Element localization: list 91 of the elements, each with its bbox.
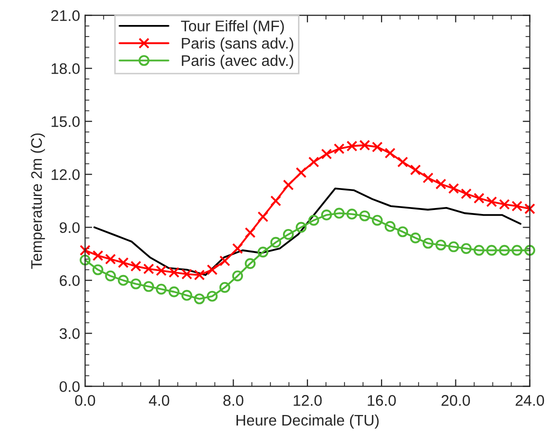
x-tick-label: 8.0 xyxy=(223,395,244,406)
point xyxy=(334,208,345,219)
point xyxy=(206,290,218,302)
point xyxy=(92,264,104,276)
point xyxy=(524,203,536,214)
point xyxy=(498,198,510,210)
point xyxy=(168,286,180,298)
point xyxy=(435,178,446,190)
x-tick-label: 20.0 xyxy=(442,395,470,406)
point xyxy=(359,210,370,222)
line-series xyxy=(93,188,522,276)
point xyxy=(410,232,421,244)
point xyxy=(384,148,396,159)
point xyxy=(194,293,205,304)
x-tick-label: 4.0 xyxy=(148,395,170,406)
x-axis-title: Heure Decimale (TU) xyxy=(236,414,379,429)
point xyxy=(334,143,345,154)
point xyxy=(130,260,142,272)
x-tick-label: 24.0 xyxy=(516,395,544,406)
point xyxy=(105,270,116,282)
point xyxy=(346,208,358,220)
point xyxy=(118,257,129,268)
y-tick-label: 21.0 xyxy=(51,10,80,22)
point xyxy=(435,240,446,250)
point xyxy=(143,281,154,292)
point xyxy=(448,241,460,252)
point xyxy=(156,265,167,276)
legend-label: Tour Eiffel (MF) xyxy=(181,20,284,34)
point xyxy=(80,254,91,266)
y-tick-label: 12.0 xyxy=(52,169,80,180)
point xyxy=(206,264,218,276)
point xyxy=(474,244,484,256)
point xyxy=(460,188,472,200)
point xyxy=(474,192,484,204)
point xyxy=(410,164,421,176)
point xyxy=(282,180,294,190)
point xyxy=(422,238,434,249)
y-tick-label: 9.0 xyxy=(60,222,80,234)
point xyxy=(397,226,408,238)
point xyxy=(397,156,408,168)
point xyxy=(460,243,472,254)
point xyxy=(512,200,522,212)
point xyxy=(92,250,104,262)
point xyxy=(384,221,396,232)
point xyxy=(346,140,358,152)
point xyxy=(512,244,522,256)
point xyxy=(105,254,116,265)
point xyxy=(296,222,307,233)
point xyxy=(486,244,498,256)
point xyxy=(372,142,383,152)
point xyxy=(296,167,307,178)
x-tick-label: 16.0 xyxy=(368,395,396,406)
point xyxy=(258,246,268,258)
y-axis-title: Temperature 2m (C) xyxy=(30,133,45,269)
point xyxy=(168,266,180,278)
point xyxy=(372,214,383,226)
point xyxy=(270,236,282,248)
point xyxy=(244,258,256,269)
point xyxy=(219,282,230,293)
point xyxy=(118,274,129,286)
point xyxy=(308,156,320,168)
point xyxy=(258,211,268,222)
legend-label: Paris (avec adv.) xyxy=(182,54,294,69)
point xyxy=(498,244,510,256)
point xyxy=(181,290,192,301)
point xyxy=(486,196,498,208)
y-tick-label: 18.0 xyxy=(52,63,80,74)
point xyxy=(219,255,230,266)
point xyxy=(321,210,332,220)
point xyxy=(156,284,167,295)
point xyxy=(232,243,244,254)
point xyxy=(270,195,282,206)
point xyxy=(359,140,370,151)
y-tick-label: 3.0 xyxy=(60,328,80,340)
y-tick-label: 15.0 xyxy=(52,116,80,128)
x-tick-label: 0.0 xyxy=(75,395,96,406)
point xyxy=(321,148,332,160)
point xyxy=(282,228,294,240)
point xyxy=(232,270,244,282)
point xyxy=(130,278,142,290)
point xyxy=(143,263,154,274)
legend-label: Paris (sans adv.) xyxy=(182,37,294,52)
point xyxy=(448,183,460,194)
point xyxy=(422,172,434,184)
point xyxy=(308,214,320,226)
y-tick-label: 6.0 xyxy=(60,275,80,286)
point xyxy=(80,244,91,256)
y-tick-label: 0.0 xyxy=(60,381,80,392)
point xyxy=(524,244,536,256)
x-tick-label: 12.0 xyxy=(294,395,322,406)
point xyxy=(244,227,256,238)
